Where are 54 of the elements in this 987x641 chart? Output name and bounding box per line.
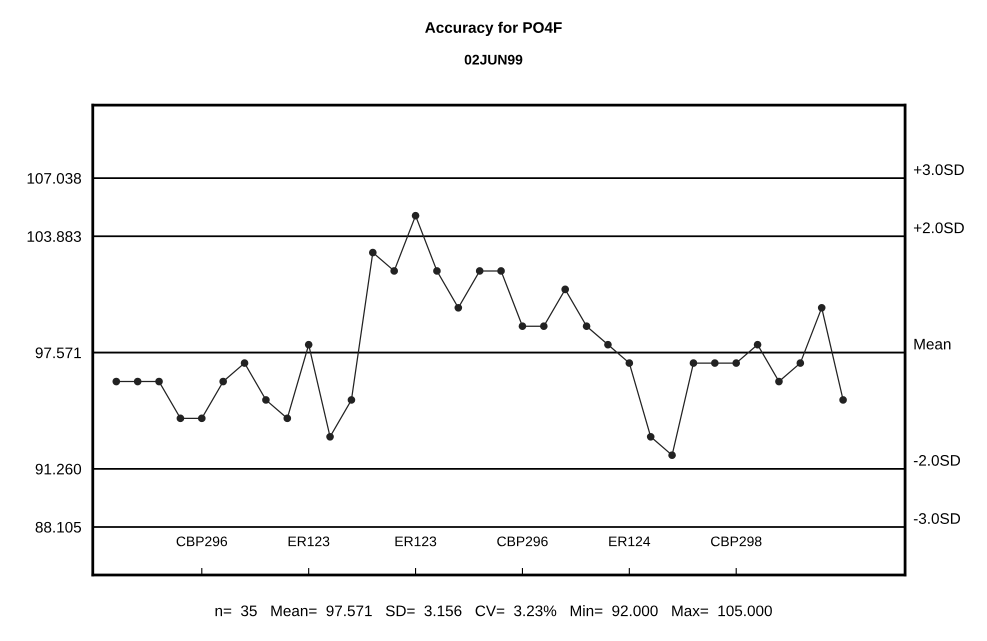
point — [540, 322, 548, 330]
chart-subtitle: 02JUN99 — [464, 54, 522, 65]
point — [754, 340, 762, 348]
x-tick-label: ER123 — [395, 536, 436, 546]
text: n= 35 Mean= 97.571 SD= 3.156 CV= 3.23% Min= 92.000 Max= 105.000 — [216, 605, 772, 616]
point — [368, 248, 377, 256]
point — [775, 378, 783, 386]
y-tick-label: 91.260 — [36, 464, 82, 475]
point — [390, 267, 398, 275]
x-tick-label: CBP298 — [711, 536, 762, 546]
ref-line-label: +2.0SD — [914, 222, 964, 234]
x-tick-label: CBP296 — [497, 536, 548, 546]
point — [134, 378, 142, 386]
point — [711, 359, 719, 367]
point — [497, 267, 505, 275]
point — [112, 378, 120, 386]
point — [668, 451, 676, 460]
point — [839, 396, 847, 404]
point — [176, 414, 184, 422]
point — [155, 378, 163, 386]
point — [283, 414, 292, 422]
point — [732, 359, 740, 367]
x-tick-label: ER123 — [288, 536, 330, 546]
point — [262, 396, 270, 404]
point — [818, 304, 826, 312]
point — [626, 359, 634, 367]
point — [454, 304, 462, 312]
point — [219, 378, 227, 386]
point — [240, 359, 248, 367]
point — [646, 432, 655, 441]
ref-line-label: Mean — [914, 338, 950, 350]
ref-line-label: -2.0SD — [914, 455, 960, 466]
point — [796, 359, 804, 367]
point — [326, 432, 334, 441]
point — [476, 267, 484, 275]
point — [412, 212, 420, 220]
y-tick-label: 107.038 — [28, 172, 82, 184]
ref-line-label: -3.0SD — [914, 513, 960, 524]
point — [433, 267, 441, 275]
point — [604, 340, 612, 348]
point — [582, 322, 590, 330]
x-tick-label: ER124 — [609, 536, 650, 546]
chart-title: Accuracy for PO4F — [425, 22, 562, 36]
point — [198, 414, 206, 422]
point — [348, 396, 356, 404]
point — [561, 286, 570, 294]
y-tick-label: 88.105 — [36, 522, 82, 533]
x-tick-label: CBP296 — [176, 536, 228, 546]
point — [690, 359, 698, 367]
point — [518, 322, 526, 330]
ref-line-label: +3.0SD — [914, 164, 964, 176]
point — [304, 340, 312, 348]
y-tick-label: 97.571 — [36, 347, 81, 358]
y-tick-label: 103.883 — [28, 231, 81, 242]
